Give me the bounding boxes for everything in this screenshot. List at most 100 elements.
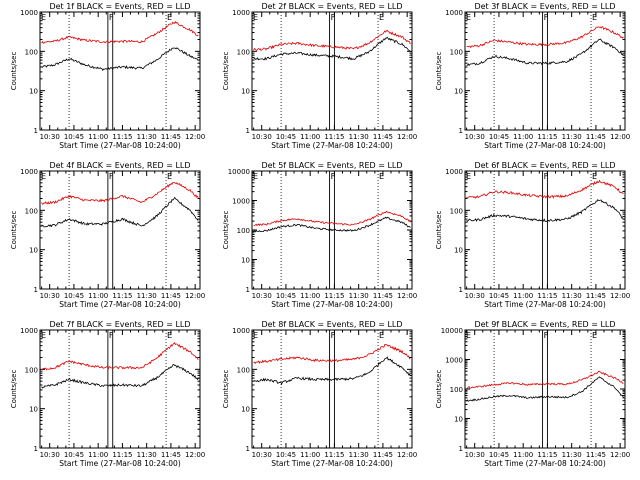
marker-label-e: E — [41, 13, 46, 22]
lld-series-line — [253, 210, 411, 227]
y-tick-label: 1 — [34, 445, 38, 453]
marker-label-e: E — [379, 331, 384, 340]
x-tick-label: 11:30 — [137, 133, 157, 141]
lld-series-line — [41, 20, 199, 44]
x-tick-label: 11:15 — [324, 292, 344, 300]
panel-det-2: Det 2f BLACK = Events, RED = LLD 1 10 100 10… — [222, 2, 417, 150]
y-tick-label: 1000 — [20, 327, 38, 335]
x-tick-label: 11:45 — [373, 292, 393, 300]
x-tick-label: 10:45 — [276, 133, 296, 141]
x-tick-label: 11:15 — [324, 133, 344, 141]
events-series-line — [41, 47, 199, 72]
x-tick-label: 11:45 — [586, 292, 606, 300]
x-tick-label: 10:30 — [40, 292, 60, 300]
x-tick-label: 10:30 — [252, 292, 272, 300]
panel-title: Det 8f BLACK = Events, RED = LLD — [261, 320, 402, 329]
panel-title: Det 2f BLACK = Events, RED = LLD — [261, 2, 402, 11]
panel-title: Det 3f BLACK = Events, RED = LLD — [474, 2, 615, 11]
x-tick-label: 10:30 — [465, 133, 485, 141]
y-tick-label: 10 — [241, 406, 250, 414]
plot-frame — [39, 329, 201, 449]
events-series-line — [253, 216, 411, 233]
marker-label-f: F — [331, 13, 336, 22]
y-tick-label: 1000 — [20, 168, 38, 176]
y-tick-label: 10 — [454, 416, 463, 424]
marker-label-e: E — [379, 13, 384, 22]
x-tick-label: 10:30 — [465, 451, 485, 459]
lld-series-line — [253, 29, 411, 52]
marker-label-e: E — [253, 331, 258, 340]
x-axis-label: Start Time (27-Mar-08 10:24:00) — [271, 141, 393, 150]
x-tick-label: 11:30 — [349, 451, 369, 459]
y-tick-label: 1 — [459, 445, 463, 453]
x-tick-label: 11:30 — [137, 451, 157, 459]
events-series-line — [41, 363, 199, 389]
events-series-line — [466, 376, 624, 402]
x-tick-label: 11:15 — [112, 292, 132, 300]
marker-label-e: E — [592, 331, 597, 340]
x-tick-label: 11:45 — [586, 133, 606, 141]
marker-label-f: F — [544, 331, 549, 340]
x-tick-label: 11:30 — [562, 451, 582, 459]
marker-label-e: E — [253, 13, 258, 22]
panel-det-5: Det 5f BLACK = Events, RED = LLD 1 10 100 10… — [222, 161, 417, 309]
plot-frame — [39, 170, 201, 290]
x-tick-label: 11:45 — [161, 451, 181, 459]
x-tick-label: 12:00 — [610, 292, 630, 300]
y-tick-label: 1 — [246, 127, 250, 135]
y-tick-label: 100 — [237, 366, 250, 374]
x-tick-label: 12:00 — [610, 133, 630, 141]
y-tick-label: 1000 — [232, 327, 250, 335]
marker-label-e: E — [167, 172, 172, 181]
plot-frame — [251, 11, 413, 131]
marker-label-f: F — [331, 172, 336, 181]
y-axis-label: Counts/sec — [10, 370, 18, 409]
x-tick-label: 12:00 — [397, 451, 417, 459]
lld-series-line — [466, 370, 624, 389]
lld-series-line — [466, 26, 624, 49]
y-tick-label: 100 — [450, 207, 463, 215]
x-tick-label: 11:15 — [112, 133, 132, 141]
x-tick-label: 12:00 — [185, 133, 205, 141]
marker-label-e: E — [167, 13, 172, 22]
marker-label-e: E — [41, 331, 46, 340]
y-tick-label: 100 — [25, 48, 38, 56]
x-tick-label: 10:45 — [64, 133, 84, 141]
x-tick-label: 12:00 — [397, 133, 417, 141]
panel-title: Det 6f BLACK = Events, RED = LLD — [474, 161, 615, 170]
panel-det-6: Det 6f BLACK = Events, RED = LLD 1 10 100 10… — [435, 161, 630, 309]
y-tick-label: 1 — [34, 127, 38, 135]
x-tick-label: 10:45 — [276, 451, 296, 459]
marker-label-e: E — [379, 172, 384, 181]
x-axis-label: Start Time (27-Mar-08 10:24:00) — [271, 459, 393, 468]
x-tick-label: 10:30 — [252, 133, 272, 141]
y-tick-label: 10 — [454, 88, 463, 96]
x-axis-label: Start Time (27-Mar-08 10:24:00) — [484, 141, 606, 150]
marker-label-f: F — [109, 13, 114, 22]
x-tick-label: 11:15 — [112, 451, 132, 459]
y-tick-label: 1 — [459, 127, 463, 135]
events-series-line — [41, 196, 199, 228]
x-tick-label: 11:15 — [537, 133, 557, 141]
lld-series-line — [253, 343, 411, 365]
plot-frame — [464, 329, 626, 449]
marker-label-f: F — [544, 172, 549, 181]
y-tick-label: 1000 — [232, 198, 250, 206]
y-tick-label: 100 — [450, 386, 463, 394]
x-axis-label: Start Time (27-Mar-08 10:24:00) — [59, 141, 181, 150]
y-axis-label: Counts/sec — [435, 370, 443, 409]
y-tick-label: 100 — [450, 48, 463, 56]
panel-title: Det 4f BLACK = Events, RED = LLD — [49, 161, 190, 170]
y-tick-label: 10000 — [228, 168, 250, 176]
x-tick-label: 11:45 — [373, 451, 393, 459]
x-tick-label: 11:00 — [300, 133, 320, 141]
marker-label-e: E — [253, 172, 258, 181]
x-tick-label: 11:00 — [300, 292, 320, 300]
events-series-line — [253, 36, 411, 61]
x-tick-label: 10:45 — [489, 451, 509, 459]
plot-frame — [251, 329, 413, 449]
x-tick-label: 10:45 — [276, 292, 296, 300]
y-tick-label: 10 — [29, 88, 38, 96]
lld-series-line — [41, 341, 199, 371]
y-tick-label: 100 — [25, 207, 38, 215]
